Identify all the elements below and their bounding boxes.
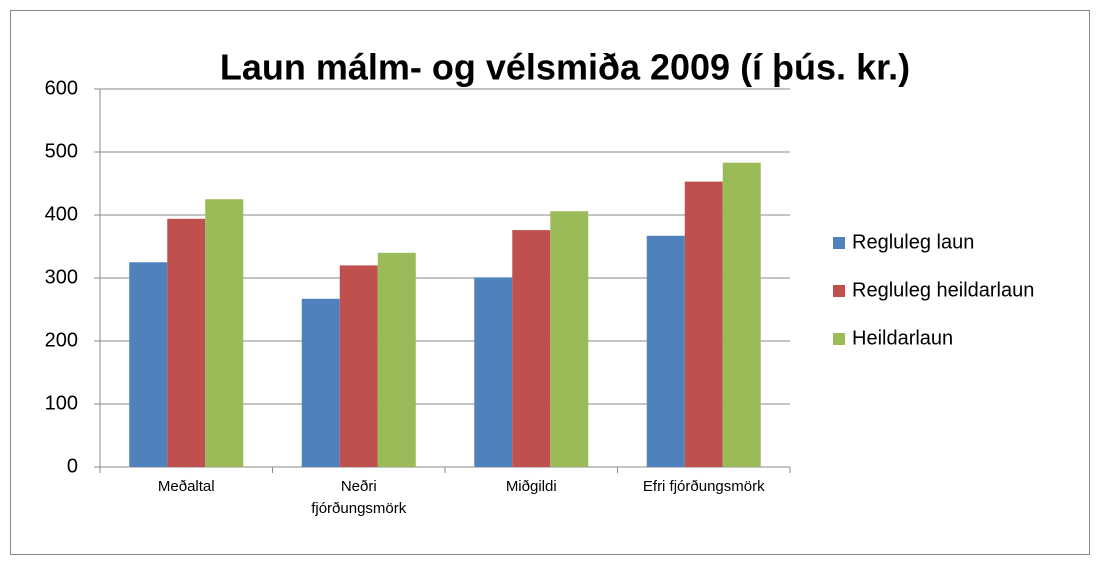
bar [129, 262, 168, 467]
y-tick-label: 300 [45, 266, 78, 288]
bar [512, 230, 551, 467]
y-tick-label: 500 [45, 140, 78, 162]
bar [205, 199, 244, 467]
x-tick-label: Meðaltal [158, 478, 215, 495]
y-tick-label: 600 [45, 77, 78, 99]
bar [474, 277, 513, 467]
chart-title: Laun málm- og vélsmiða 2009 (í þús. kr.) [220, 47, 910, 88]
bar [684, 181, 723, 468]
legend-label: Heildarlaun [852, 327, 953, 349]
legend-swatch [833, 285, 845, 297]
bar [646, 235, 685, 467]
bar [722, 162, 761, 467]
legend-swatch [833, 333, 845, 345]
x-tick-label: Efri fjórðungsmörk [643, 478, 765, 495]
legend-label: Regluleg heildarlaun [852, 279, 1034, 301]
bar [377, 252, 416, 467]
bar [301, 298, 340, 467]
bar [339, 265, 378, 467]
y-tick-label: 0 [67, 455, 78, 477]
y-tick-label: 100 [45, 392, 78, 414]
bar [167, 218, 206, 467]
x-tick-label: Miðgildi [506, 478, 557, 495]
bar [550, 211, 589, 467]
legend-swatch [833, 237, 845, 249]
y-tick-label: 200 [45, 329, 78, 351]
y-tick-label: 400 [45, 203, 78, 225]
legend-label: Regluleg laun [852, 231, 974, 253]
x-tick-label: Neðri fjórðungsmörk [311, 478, 407, 517]
